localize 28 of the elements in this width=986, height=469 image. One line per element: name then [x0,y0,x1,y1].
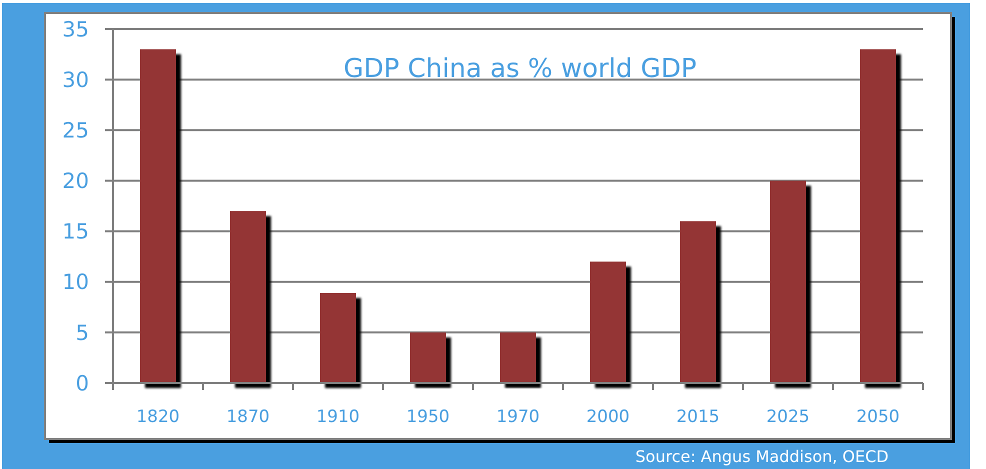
bar [500,332,536,383]
y-tick-label: 10 [62,270,89,294]
source-note: Source: Angus Maddison, OECD [635,447,889,466]
x-tick-label: 1970 [496,407,540,427]
y-tick-label: 20 [62,169,89,194]
x-tick-label: 2000 [586,407,630,427]
bar [410,332,446,383]
x-tick-label: 2025 [766,407,810,427]
y-tick-label: 30 [62,68,89,92]
y-tick-label: 5 [76,320,89,345]
x-tick-label: 2050 [856,407,900,427]
bar [860,49,896,383]
bar [230,211,266,383]
x-tick-label: 1950 [406,407,450,427]
bar [140,49,176,383]
bar [320,292,356,383]
y-tick-label: 25 [62,118,89,142]
text: GDP China as % world GDP [343,54,697,84]
bar [770,180,806,383]
x-tick-label: 1910 [316,407,360,427]
x-tick-label: 1870 [226,407,270,427]
bar [590,262,626,383]
x-tick-label: 2015 [676,407,720,427]
y-tick-label: 0 [76,371,89,396]
y-tick-label: 15 [62,220,89,244]
x-tick-label: 1820 [136,407,180,427]
bar [680,221,716,383]
y-tick-label: 35 [62,17,89,42]
